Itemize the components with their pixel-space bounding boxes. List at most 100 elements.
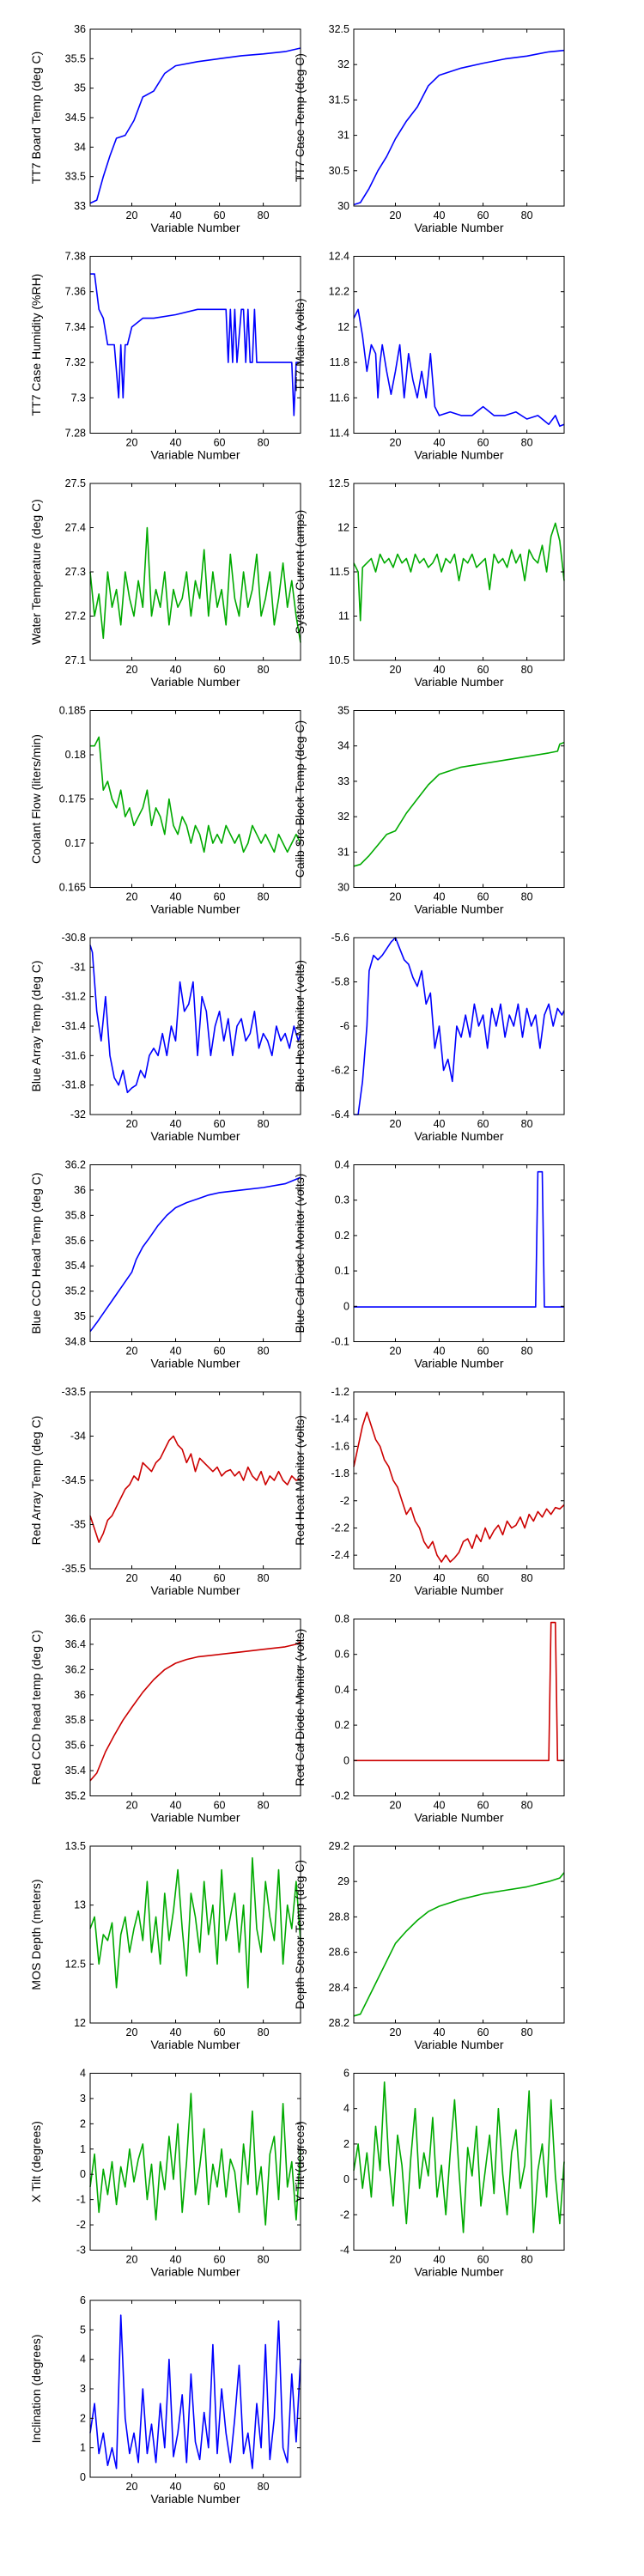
series-line <box>353 308 565 428</box>
y-tick-label: 0.2 <box>335 1719 349 1731</box>
x-tick-label: 20 <box>126 210 138 222</box>
plot-frame <box>353 1619 565 1796</box>
y-tick-label: -3 <box>76 2245 86 2257</box>
y-tick-label: 35.6 <box>65 1740 86 1752</box>
y-tick-label: 35 <box>337 705 349 717</box>
series-line <box>354 937 565 1115</box>
x-tick-label: 20 <box>126 664 138 676</box>
y-axis-label: Coolant Flow (liters/min) <box>29 734 43 864</box>
chart-panel-12: 20 40 60 80 -0.1 0 0.1 0.2 0.3 0.4 Variable Number… <box>293 1159 565 1370</box>
y-tick-label: -30.8 <box>62 932 87 944</box>
x-tick-label: 60 <box>477 1800 489 1812</box>
x-axis-label: Variable Number <box>150 1357 240 1370</box>
y-axis-label: TT7 Mains (volts) <box>293 298 307 391</box>
y-tick-label: 35.6 <box>65 1235 86 1247</box>
x-tick-label: 40 <box>170 210 182 222</box>
x-tick-label: 60 <box>214 2481 226 2493</box>
series-line <box>89 47 301 204</box>
plot-frame <box>353 1845 565 2024</box>
x-axis-label: Variable Number <box>414 1583 503 1597</box>
x-axis-label: Variable Number <box>414 1129 503 1143</box>
y-tick-label: -1.8 <box>331 1467 349 1479</box>
y-tick-label: -35.5 <box>62 1563 87 1575</box>
y-tick-label: 33 <box>74 200 86 212</box>
chart-panel-20: 20 40 60 80 -4 -2 0 2 4 6 Variable Number Y Tilt (d… <box>293 2068 565 2279</box>
y-tick-label: 12.5 <box>329 477 349 489</box>
x-tick-label: 40 <box>170 2481 182 2493</box>
x-tick-label: 80 <box>521 1572 533 1584</box>
x-axis-label: Variable Number <box>414 675 503 689</box>
y-tick-label: 12 <box>337 522 349 534</box>
x-axis-label: Variable Number <box>150 1811 240 1825</box>
y-tick-label: -34 <box>70 1431 86 1443</box>
x-axis-label: Variable Number <box>150 448 240 462</box>
y-axis-label: Red Cal Diode Monitor (volts) <box>293 1629 307 1787</box>
x-tick-label: 80 <box>258 1346 270 1358</box>
y-tick-label: -1.6 <box>331 1440 349 1452</box>
x-tick-label: 20 <box>390 210 402 222</box>
x-axis-label: Variable Number <box>150 2038 240 2051</box>
x-tick-label: 40 <box>434 210 446 222</box>
series-line <box>353 49 565 206</box>
y-tick-label: -1 <box>76 2194 86 2206</box>
series-line <box>89 945 301 1094</box>
y-axis-label: Blue Array Temp (deg C) <box>29 960 43 1091</box>
chart-panel-5: 20 40 60 80 27.1 27.2 27.3 27.4 27.5 Variable Num… <box>29 477 301 689</box>
y-tick-label: 34.5 <box>65 112 86 124</box>
chart-panel-17: 20 40 60 80 12 12.5 13 13.5 Variable Number MOS D… <box>29 1840 301 2051</box>
x-axis-label: Variable Number <box>414 1357 503 1370</box>
y-tick-label: 0.1 <box>335 1265 349 1277</box>
plot-frame <box>89 1391 301 1570</box>
x-tick-label: 20 <box>390 1800 402 1812</box>
x-axis-label: Variable Number <box>414 2265 503 2279</box>
x-tick-label: 40 <box>170 891 182 903</box>
x-tick-label: 60 <box>477 2254 489 2266</box>
plot-frame <box>89 28 301 207</box>
x-tick-label: 60 <box>477 1346 489 1358</box>
y-tick-label: 34 <box>74 141 86 153</box>
y-tick-label: 0.175 <box>59 793 86 805</box>
y-tick-label: 35.8 <box>65 1714 86 1726</box>
x-tick-label: 40 <box>170 664 182 676</box>
y-tick-label: -31.4 <box>62 1020 87 1032</box>
y-tick-label: 12.4 <box>329 251 349 263</box>
y-axis-label: TT7 Case Humidity (%RH) <box>29 274 43 416</box>
x-tick-label: 20 <box>390 1346 402 1358</box>
y-tick-label: 27.3 <box>65 566 86 578</box>
x-axis-label: Variable Number <box>150 2265 240 2279</box>
x-tick-label: 60 <box>214 2254 226 2266</box>
y-tick-label: 30.5 <box>329 165 349 177</box>
y-axis-label: Red Array Temp (deg C) <box>29 1416 43 1546</box>
x-tick-label: 80 <box>521 210 533 222</box>
y-tick-label: 28.8 <box>329 1911 349 1923</box>
y-tick-label: 11.6 <box>330 392 349 404</box>
y-tick-label: -31 <box>70 961 86 973</box>
y-tick-label: 2 <box>343 2138 349 2150</box>
series-line <box>89 526 301 643</box>
chart-panel-6: 20 40 60 80 10.5 11 11.5 12 12.5 Variable Number S… <box>293 477 565 689</box>
x-axis-label: Variable Number <box>150 1583 240 1597</box>
chart-panel-4: 20 40 60 80 11.4 11.6 11.8 12 12.2 12.4 Variable N… <box>293 251 565 462</box>
x-tick-label: 60 <box>214 1800 226 1812</box>
x-tick-label: 40 <box>434 1800 446 1812</box>
y-tick-label: 7.28 <box>65 428 86 440</box>
x-tick-label: 20 <box>126 437 138 449</box>
y-tick-label: 7.38 <box>65 251 86 263</box>
y-tick-label: 34.8 <box>65 1336 86 1348</box>
chart-panel-2: 20 40 60 80 30 30.5 31 31.5 32 32.5 Variable Numbe… <box>293 23 565 234</box>
x-tick-label: 40 <box>434 2026 446 2038</box>
plot-frame <box>89 256 301 434</box>
x-tick-label: 80 <box>521 437 533 449</box>
y-axis-label: MOS Depth (meters) <box>29 1879 43 1990</box>
plot-frame <box>353 710 565 888</box>
y-tick-label: -1.4 <box>331 1413 349 1425</box>
x-tick-label: 80 <box>521 891 533 903</box>
y-axis-label: Blue Cal Diode Monitor (volts) <box>293 1174 307 1334</box>
y-tick-label: 35.5 <box>65 52 86 64</box>
y-tick-label: 12 <box>74 2017 86 2029</box>
x-tick-label: 60 <box>214 664 226 676</box>
y-axis-label: Depth Sensor Temp (deg C) <box>293 1860 307 2009</box>
x-tick-label: 60 <box>214 1572 226 1584</box>
y-tick-label: 0.6 <box>335 1649 349 1661</box>
x-tick-label: 40 <box>170 1118 182 1130</box>
